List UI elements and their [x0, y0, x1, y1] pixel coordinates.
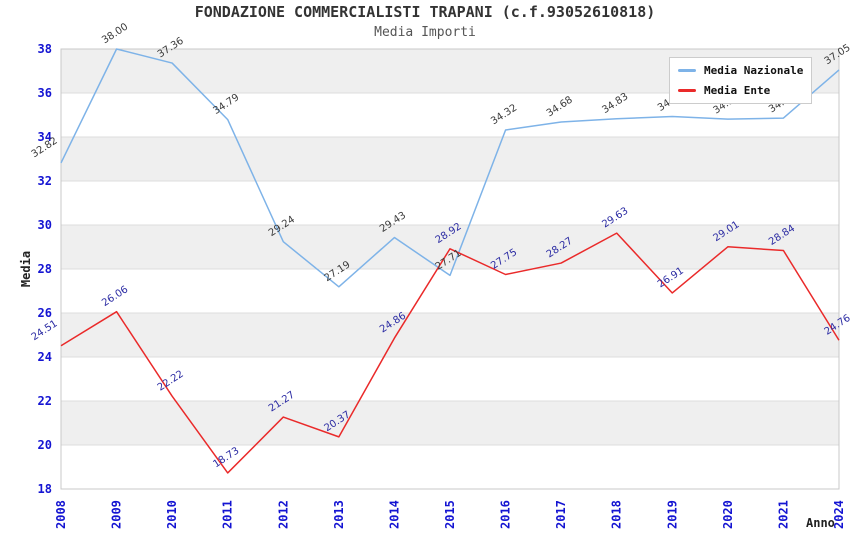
- svg-text:34: 34: [38, 130, 52, 144]
- svg-text:2015: 2015: [443, 500, 457, 529]
- svg-text:2013: 2013: [332, 500, 346, 529]
- svg-text:28: 28: [38, 262, 52, 276]
- svg-text:2008: 2008: [54, 500, 68, 529]
- legend-label-media-ente: Media Ente: [704, 84, 771, 97]
- svg-text:36: 36: [38, 86, 52, 100]
- svg-text:2017: 2017: [554, 500, 568, 529]
- svg-text:20: 20: [38, 438, 52, 452]
- svg-text:18: 18: [38, 482, 52, 496]
- svg-text:32: 32: [38, 174, 52, 188]
- chart-subtitle: Media Importi: [374, 25, 476, 40]
- svg-text:2011: 2011: [221, 500, 235, 529]
- svg-text:30: 30: [38, 218, 52, 232]
- legend-item-media-ente[interactable]: Media Ente: [678, 84, 803, 97]
- svg-text:34.32: 34.32: [489, 102, 519, 127]
- svg-text:26.06: 26.06: [100, 284, 130, 309]
- svg-text:2024: 2024: [832, 500, 846, 529]
- legend-label-media-nazionale: Media Nazionale: [704, 64, 804, 77]
- chart-title: FONDAZIONE COMMERCIALISTI TRAPANI (c.f.9…: [194, 3, 656, 21]
- svg-text:22: 22: [38, 394, 52, 408]
- svg-text:2019: 2019: [665, 500, 679, 529]
- svg-text:34.79: 34.79: [211, 92, 241, 117]
- legend-item-media-nazionale[interactable]: Media Nazionale: [678, 64, 803, 77]
- svg-text:34.68: 34.68: [545, 95, 575, 120]
- svg-text:38: 38: [38, 42, 52, 56]
- svg-text:2009: 2009: [110, 500, 124, 529]
- svg-text:24: 24: [38, 350, 52, 364]
- media-ente-line-swatch: [678, 89, 696, 92]
- svg-text:18.73: 18.73: [211, 445, 241, 470]
- svg-text:24.51: 24.51: [30, 318, 60, 343]
- svg-text:2012: 2012: [276, 500, 290, 529]
- svg-text:Anno: Anno: [806, 516, 835, 530]
- svg-text:2014: 2014: [387, 500, 401, 529]
- svg-text:2018: 2018: [610, 500, 624, 529]
- svg-text:2016: 2016: [499, 500, 513, 529]
- svg-text:2021: 2021: [776, 500, 790, 529]
- svg-text:34.83: 34.83: [600, 91, 630, 116]
- svg-text:22.22: 22.22: [156, 369, 186, 394]
- svg-text:2020: 2020: [721, 500, 735, 529]
- legend: Media Nazionale Media Ente: [669, 57, 813, 104]
- svg-text:26: 26: [38, 306, 52, 320]
- svg-text:Media: Media: [19, 251, 33, 287]
- media-nazionale-line-swatch: [678, 69, 696, 72]
- svg-text:2010: 2010: [165, 500, 179, 529]
